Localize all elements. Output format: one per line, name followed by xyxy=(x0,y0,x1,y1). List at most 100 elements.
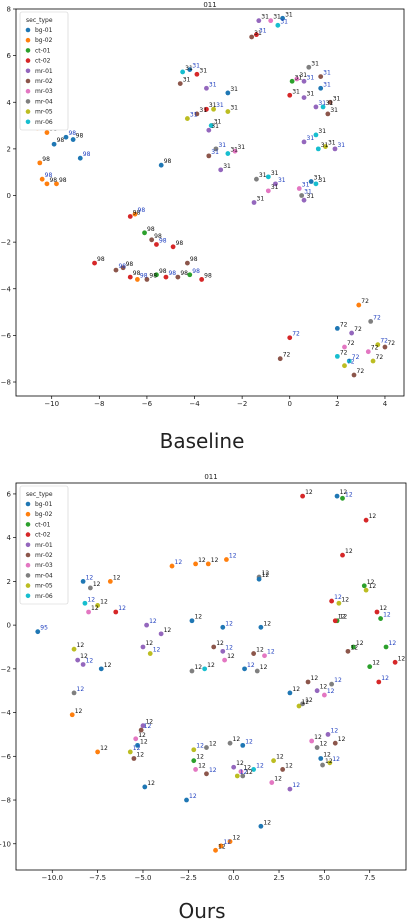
data-point xyxy=(334,493,340,499)
data-point xyxy=(218,167,224,173)
data-point-label: 98 xyxy=(168,270,176,277)
data-point-label: 95 xyxy=(40,625,48,632)
data-point-label: 31 xyxy=(259,28,267,35)
data-point xyxy=(204,106,209,112)
data-point-label: 12 xyxy=(147,780,155,787)
data-point-label: 98 xyxy=(42,156,50,163)
legend-label: mr-02 xyxy=(35,78,53,85)
data-point xyxy=(320,762,325,768)
data-point xyxy=(327,99,333,105)
data-point xyxy=(54,181,59,187)
data-point xyxy=(127,214,133,219)
legend-marker xyxy=(25,522,31,527)
data-point-label: 12 xyxy=(225,620,233,627)
data-point xyxy=(140,723,146,729)
data-point xyxy=(258,823,264,829)
data-point-label: 31 xyxy=(211,123,219,130)
data-point xyxy=(367,664,373,670)
data-point xyxy=(294,76,300,82)
legend-marker xyxy=(25,119,31,125)
data-point-label: 31 xyxy=(199,107,207,114)
data-point-label: 12 xyxy=(198,557,206,564)
data-point-label: 12 xyxy=(314,734,322,741)
data-point-label: 12 xyxy=(229,553,237,560)
data-point xyxy=(39,176,45,182)
data-point-label: 12 xyxy=(209,767,217,774)
legend-label: mr-03 xyxy=(35,562,53,569)
legend-label: mr-05 xyxy=(35,583,53,590)
data-point-label: 31 xyxy=(257,196,265,203)
data-point xyxy=(287,335,293,341)
legend-label: bg-02 xyxy=(35,511,53,518)
data-point xyxy=(194,111,200,117)
data-point xyxy=(80,578,86,584)
data-point-label: 31 xyxy=(216,102,224,109)
data-point-label: 12 xyxy=(236,760,244,767)
data-point-label: 12 xyxy=(340,614,348,621)
data-point-label: 12 xyxy=(80,653,88,660)
data-point xyxy=(191,758,197,764)
data-point xyxy=(287,786,293,792)
data-point-label: 12 xyxy=(118,605,126,612)
data-point-label: 31 xyxy=(183,77,191,84)
data-point-label: 12 xyxy=(196,754,204,761)
data-point-label: 31 xyxy=(307,193,315,200)
data-point xyxy=(92,260,97,266)
data-point xyxy=(154,272,159,278)
data-point-label: 98 xyxy=(176,240,184,247)
data-point-label: 72 xyxy=(347,359,355,366)
legend-marker xyxy=(25,78,31,84)
data-point xyxy=(320,104,326,110)
data-point-label: 98 xyxy=(97,256,105,263)
legend-marker xyxy=(25,573,31,578)
data-point-label: 72 xyxy=(387,340,395,347)
ours-legend-title: sec_type xyxy=(26,491,53,498)
data-point xyxy=(345,648,351,654)
data-point-label: 12 xyxy=(243,765,251,772)
baseline-plot-title: 011 xyxy=(203,1,216,9)
data-point xyxy=(238,769,244,775)
data-point xyxy=(240,742,246,748)
data-point-label: 12 xyxy=(292,686,300,693)
data-point xyxy=(71,690,77,696)
data-point-label: 12 xyxy=(327,688,335,695)
data-point-label: 31 xyxy=(230,86,238,93)
data-point xyxy=(315,146,321,152)
x-tick-label: −10.0 xyxy=(42,874,63,882)
data-point-label: 12 xyxy=(325,758,333,765)
legend-marker xyxy=(25,583,31,588)
data-point xyxy=(184,116,190,121)
x-tick-label: 4 xyxy=(383,400,388,408)
data-point-label: 31 xyxy=(214,119,222,126)
data-point-label: 72 xyxy=(292,331,300,338)
y-tick-label: 0 xyxy=(7,192,11,200)
legend-label: bg-01 xyxy=(35,501,53,508)
y-tick-label: −4 xyxy=(1,285,12,293)
data-point-label: 12 xyxy=(233,835,241,842)
data-point-label: 31 xyxy=(323,70,331,77)
data-point-label: 12 xyxy=(149,618,157,625)
data-point-label: 31 xyxy=(299,72,307,79)
data-point xyxy=(301,78,307,84)
data-point xyxy=(232,148,238,154)
data-point xyxy=(300,701,306,707)
data-point xyxy=(351,372,357,378)
legend-label: mr-06 xyxy=(35,119,53,126)
y-tick-label: 2 xyxy=(7,578,11,586)
data-point-label: 12 xyxy=(267,649,275,656)
data-point-label: 12 xyxy=(86,574,94,581)
data-point-label: 31 xyxy=(211,149,219,156)
data-point xyxy=(365,349,371,355)
legend-label: bg-01 xyxy=(35,27,53,34)
legend-label: ct-01 xyxy=(35,47,51,54)
y-tick-label: −10 xyxy=(0,840,11,848)
data-point-label: 98 xyxy=(192,268,200,275)
data-point-label: 12 xyxy=(196,743,204,750)
data-point-label: 12 xyxy=(323,751,331,758)
data-point-label: 12 xyxy=(77,686,85,693)
x-tick-label: 0 xyxy=(288,400,292,408)
data-point xyxy=(240,773,246,779)
data-point-label: 31 xyxy=(337,142,345,149)
y-tick-label: 0 xyxy=(7,622,11,630)
data-point xyxy=(256,576,262,582)
